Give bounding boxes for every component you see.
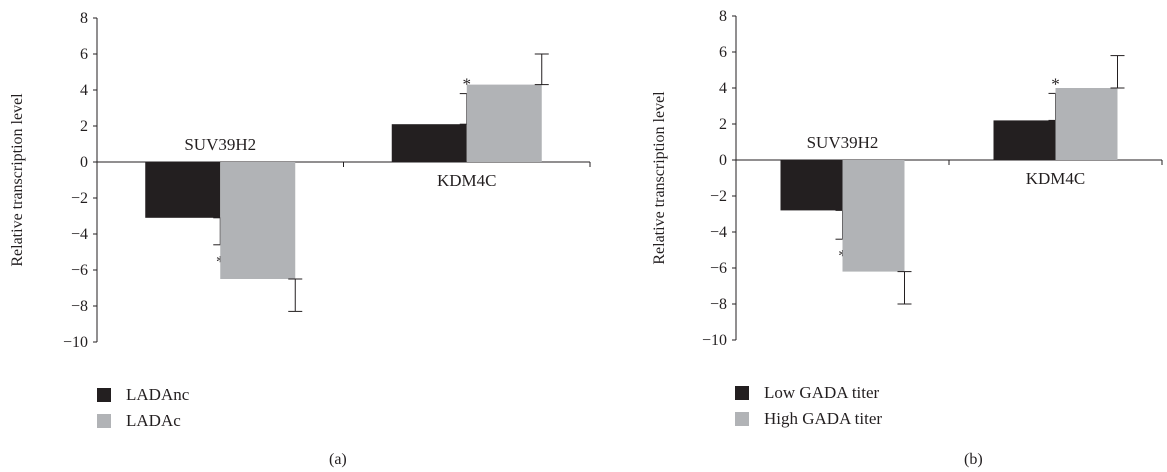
- legend-swatch-series-1: [735, 386, 749, 400]
- legend-a: LADAnc LADAc: [97, 382, 189, 434]
- y-tick-label: 2: [80, 118, 88, 135]
- legend-item: High GADA titer: [735, 406, 882, 432]
- y-tick-label: 8: [80, 10, 88, 27]
- y-tick-label: 0: [719, 152, 727, 169]
- bar-chart-b: 8 6 4 2 0 −2 −4 −6 −8 −10 Relative transcription l…: [651, 8, 1163, 349]
- bar-kdm4c-series-2: [466, 84, 542, 162]
- bar-suv39h2-series-1: [145, 162, 221, 218]
- bar-kdm4c-series-1: [391, 124, 467, 162]
- legend-swatch-series-1: [97, 388, 111, 402]
- y-axis-title: Relative transcription level: [651, 91, 668, 265]
- legend-swatch-series-2: [97, 414, 111, 428]
- legend-label-series-1: LADAnc: [126, 385, 190, 404]
- y-tick-label: −4: [71, 226, 88, 243]
- significance-marker: *: [463, 75, 472, 94]
- legend-label-series-2: LADAc: [126, 411, 181, 430]
- y-tick-label: 2: [719, 116, 727, 133]
- bar-kdm4c-series-2: [1055, 88, 1118, 160]
- y-tick-label: −6: [71, 262, 88, 279]
- legend-b: Low GADA titer High GADA titer: [735, 380, 882, 432]
- y-tick-label: 6: [719, 44, 727, 61]
- legend-label-series-1: Low GADA titer: [764, 383, 880, 402]
- significance-marker: *: [1051, 74, 1060, 93]
- y-tick-label: 6: [80, 46, 88, 63]
- legend-label-series-2: High GADA titer: [764, 409, 883, 428]
- bar-suv39h2-series-2: [842, 160, 905, 272]
- y-tick-label: 4: [719, 80, 727, 97]
- panel-label-a: (a): [329, 451, 347, 468]
- panel-label-b: (b): [964, 451, 983, 468]
- y-tick-label: −4: [710, 224, 727, 241]
- y-axis-title: Relative transcription level: [9, 93, 26, 267]
- legend-item: Low GADA titer: [735, 380, 882, 406]
- y-tick-label: 8: [719, 8, 727, 25]
- legend-item: LADAc: [97, 408, 189, 434]
- category-label: KDM4C: [437, 171, 497, 190]
- y-tick-label: −2: [710, 188, 727, 205]
- y-tick-label: −2: [71, 190, 88, 207]
- y-tick-label: −10: [63, 334, 88, 351]
- category-label: SUV39H2: [184, 135, 256, 154]
- y-tick-label: −6: [710, 260, 727, 277]
- bar-suv39h2-series-1: [780, 160, 843, 211]
- y-tick-label: −10: [702, 332, 727, 349]
- y-tick-label: 4: [80, 82, 88, 99]
- bar-chart-a: 8 6 4 2 0 −2 −4 −6 −8 −10 Relative transcription l…: [9, 10, 591, 351]
- y-tick-label: −8: [71, 298, 88, 315]
- y-tick-label: −8: [710, 296, 727, 313]
- y-tick-label: 0: [80, 154, 88, 171]
- chart-panel-b: 8 6 4 2 0 −2 −4 −6 −8 −10 Relative transcription l…: [640, 0, 1167, 472]
- bar-suv39h2-series-2: [220, 162, 296, 279]
- chart-panel-a: 8 6 4 2 0 −2 −4 −6 −8 −10 Relative transcription l…: [9, 10, 591, 468]
- legend-item: LADAnc: [97, 382, 189, 408]
- category-label: SUV39H2: [807, 133, 879, 152]
- bar-kdm4c-series-1: [993, 120, 1056, 160]
- category-label: KDM4C: [1026, 169, 1086, 188]
- legend-swatch-series-2: [735, 412, 749, 426]
